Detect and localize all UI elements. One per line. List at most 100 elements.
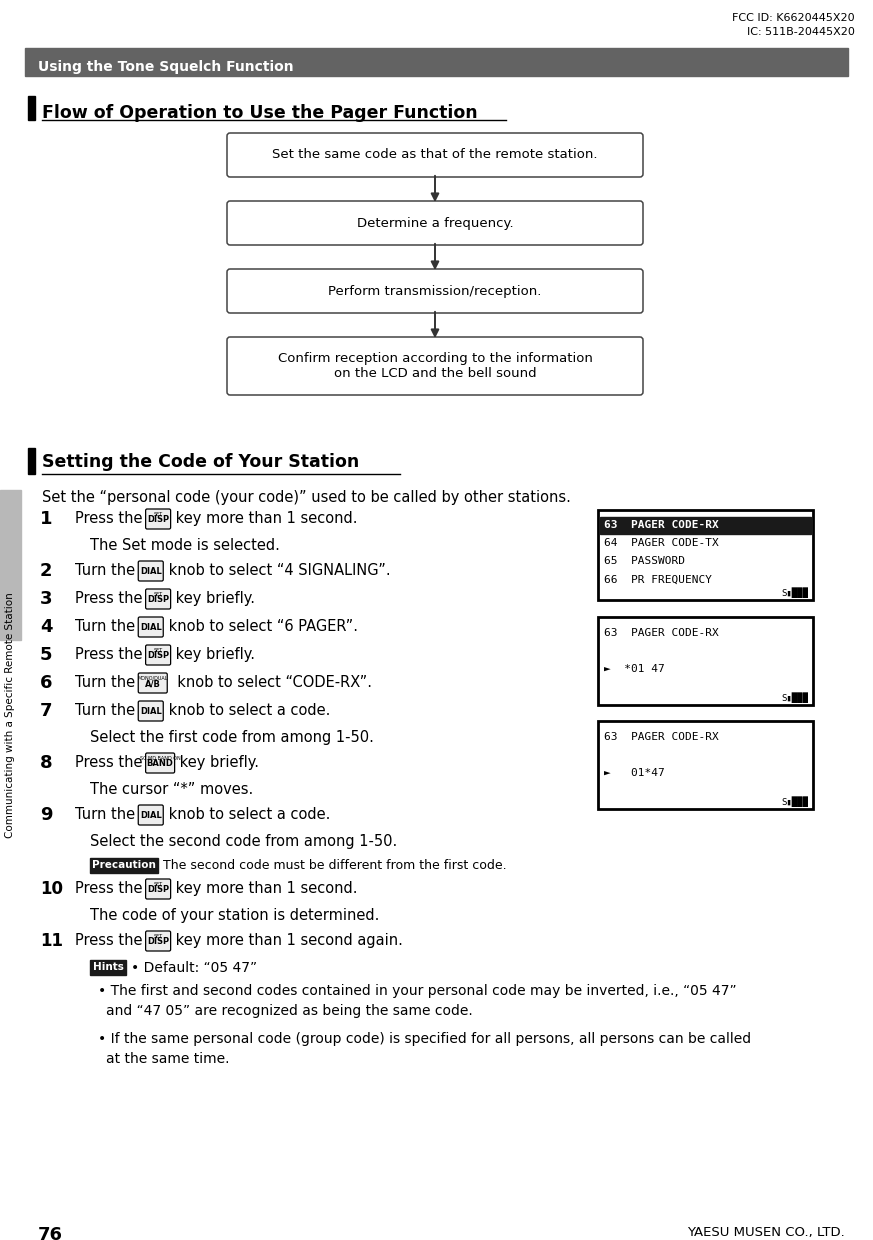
Bar — [600, 517, 811, 534]
Text: 6: 6 — [40, 675, 52, 692]
Text: Confirm reception according to the information
on the LCD and the bell sound: Confirm reception according to the infor… — [278, 352, 593, 379]
Text: Turn the: Turn the — [75, 703, 140, 718]
Text: 63  PAGER CODE-RX: 63 PAGER CODE-RX — [604, 732, 718, 742]
FancyBboxPatch shape — [146, 508, 170, 529]
Text: Press the: Press the — [75, 880, 148, 897]
Text: knob to select “4 SIGNALING”.: knob to select “4 SIGNALING”. — [164, 563, 390, 578]
Text: The code of your station is determined.: The code of your station is determined. — [90, 908, 380, 923]
FancyBboxPatch shape — [138, 618, 163, 637]
Text: key briefly.: key briefly. — [171, 647, 255, 662]
Text: DISP: DISP — [147, 651, 169, 661]
Text: Determine a frequency.: Determine a frequency. — [357, 217, 513, 229]
Bar — [28, 448, 35, 474]
Text: • If the same personal code (group code) is specified for all persons, all perso: • If the same personal code (group code)… — [98, 1032, 751, 1047]
FancyBboxPatch shape — [138, 560, 163, 582]
Text: A/B: A/B — [145, 680, 161, 688]
FancyBboxPatch shape — [146, 645, 170, 665]
Text: DIAL: DIAL — [140, 622, 162, 631]
Text: SET: SET — [154, 934, 162, 939]
Text: 66  PR FREQUENCY: 66 PR FREQUENCY — [604, 574, 712, 584]
Text: SET: SET — [154, 591, 162, 596]
Text: Using the Tone Squelch Function: Using the Tone Squelch Function — [38, 60, 293, 74]
FancyBboxPatch shape — [227, 201, 643, 246]
Text: knob to select a code.: knob to select a code. — [164, 807, 330, 822]
Text: Setting the Code of Your Station: Setting the Code of Your Station — [42, 453, 360, 471]
Text: SET: SET — [154, 511, 162, 517]
Text: 11: 11 — [40, 932, 63, 950]
Bar — [598, 510, 813, 600]
FancyBboxPatch shape — [138, 805, 163, 825]
Bar — [90, 960, 126, 975]
Text: Flow of Operation to Use the Pager Function: Flow of Operation to Use the Pager Funct… — [42, 104, 478, 122]
Text: S▮███: S▮███ — [781, 588, 808, 599]
FancyBboxPatch shape — [146, 589, 170, 609]
Text: • Default: “05 47”: • Default: “05 47” — [131, 961, 258, 975]
Text: Turn the: Turn the — [75, 619, 140, 634]
Bar — [28, 95, 35, 120]
Text: key more than 1 second.: key more than 1 second. — [171, 511, 358, 526]
Text: SET: SET — [154, 647, 162, 652]
Text: S▮███: S▮███ — [781, 693, 808, 703]
Text: ►   01*47: ► 01*47 — [604, 768, 664, 777]
Text: key briefly.: key briefly. — [175, 755, 259, 770]
Text: 8: 8 — [40, 754, 52, 773]
Text: Communicating with a Specific Remote Station: Communicating with a Specific Remote Sta… — [5, 593, 15, 838]
Text: Press the: Press the — [75, 755, 148, 770]
Text: 10: 10 — [40, 880, 63, 898]
Text: Set the same code as that of the remote station.: Set the same code as that of the remote … — [272, 149, 598, 161]
Text: The cursor “*” moves.: The cursor “*” moves. — [90, 782, 253, 797]
Text: Press the: Press the — [75, 511, 148, 526]
Text: 4: 4 — [40, 618, 52, 636]
Text: DISP: DISP — [147, 937, 169, 946]
Text: Select the first code from among 1-50.: Select the first code from among 1-50. — [90, 730, 374, 745]
Text: DIAL: DIAL — [140, 567, 162, 575]
Text: knob to select a code.: knob to select a code. — [164, 703, 330, 718]
Text: 63  PAGER CODE-RX: 63 PAGER CODE-RX — [604, 521, 718, 531]
Text: S▮███: S▮███ — [781, 796, 808, 807]
Text: SET: SET — [154, 882, 162, 887]
FancyBboxPatch shape — [227, 269, 643, 312]
FancyBboxPatch shape — [227, 133, 643, 177]
FancyBboxPatch shape — [146, 931, 170, 951]
Text: key briefly.: key briefly. — [171, 591, 255, 606]
Text: Turn the: Turn the — [75, 675, 140, 689]
FancyBboxPatch shape — [146, 753, 175, 773]
Text: 2: 2 — [40, 562, 52, 580]
Text: ►  *01 47: ► *01 47 — [604, 663, 664, 673]
Bar — [598, 720, 813, 808]
Text: 76: 76 — [38, 1226, 63, 1240]
Bar — [25, 48, 848, 76]
Text: Press the: Press the — [75, 591, 148, 606]
Text: 7: 7 — [40, 702, 52, 720]
Text: SC.MD BAND ON: SC.MD BAND ON — [140, 755, 181, 760]
FancyBboxPatch shape — [227, 337, 643, 396]
Bar — [90, 858, 158, 873]
FancyBboxPatch shape — [138, 673, 168, 693]
Text: 9: 9 — [40, 806, 52, 825]
Text: MONO/DUAL: MONO/DUAL — [138, 676, 168, 681]
Text: Set the “personal code (your code)” used to be called by other stations.: Set the “personal code (your code)” used… — [42, 490, 571, 505]
Text: at the same time.: at the same time. — [106, 1052, 230, 1066]
Text: Perform transmission/reception.: Perform transmission/reception. — [328, 284, 541, 298]
Text: IC: 511B-20445X20: IC: 511B-20445X20 — [747, 27, 855, 37]
Text: key more than 1 second again.: key more than 1 second again. — [171, 932, 403, 949]
Text: 5: 5 — [40, 646, 52, 663]
Text: FCC ID: K6620445X20: FCC ID: K6620445X20 — [732, 12, 855, 24]
Text: Press the: Press the — [75, 647, 148, 662]
Text: DISP: DISP — [147, 516, 169, 525]
Bar — [598, 618, 813, 706]
Text: Precaution: Precaution — [92, 861, 156, 870]
Text: 64  PAGER CODE-TX: 64 PAGER CODE-TX — [604, 538, 718, 548]
Text: The Set mode is selected.: The Set mode is selected. — [90, 538, 280, 553]
FancyBboxPatch shape — [146, 879, 170, 899]
Text: Press the: Press the — [75, 932, 148, 949]
Text: • The first and second codes contained in your personal code may be inverted, i.: • The first and second codes contained i… — [98, 985, 737, 998]
Text: Turn the: Turn the — [75, 563, 140, 578]
Bar — [0, 490, 21, 640]
Text: 3: 3 — [40, 590, 52, 608]
Text: and “47 05” are recognized as being the same code.: and “47 05” are recognized as being the … — [106, 1004, 473, 1018]
Text: DIAL: DIAL — [140, 811, 162, 820]
Text: Hints: Hints — [93, 962, 123, 972]
Text: Turn the: Turn the — [75, 807, 140, 822]
Text: 65  PASSWORD: 65 PASSWORD — [604, 557, 685, 567]
